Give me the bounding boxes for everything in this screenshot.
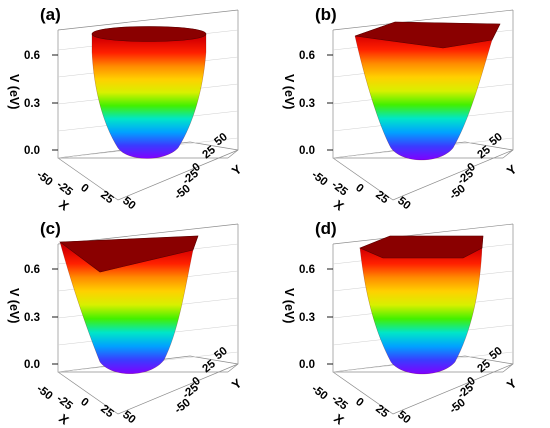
y-axis-title: Y xyxy=(229,376,245,393)
x-tick-label: -25 xyxy=(54,179,75,199)
z-tick-label: 0.3 xyxy=(24,98,40,110)
plot-box xyxy=(332,223,514,415)
surface-rim xyxy=(91,26,207,42)
y-axis-title: Y xyxy=(504,376,520,393)
y-tick-label: 50 xyxy=(487,345,504,362)
surface-rim xyxy=(354,21,501,49)
x-tick-label: 25 xyxy=(373,189,391,207)
floor-front xyxy=(332,149,514,201)
z-tick-label: 0.3 xyxy=(24,312,40,324)
floor-front xyxy=(332,363,514,415)
surface-rim xyxy=(59,235,199,273)
x-tick-label: -25 xyxy=(329,179,350,199)
chart-panel: (b)0.00.30.6V (eV)-50-25 025 50X-50-250255… xyxy=(282,5,520,214)
z-tick-label: 0.6 xyxy=(24,264,40,276)
x-axis-title: X xyxy=(331,411,347,428)
x-tick-label: 50 xyxy=(120,409,137,426)
z-tick-label: 0.0 xyxy=(24,145,40,157)
back-wall-top xyxy=(332,223,514,245)
x-tick-label: 0 xyxy=(353,396,365,409)
chart-panel: (d)0.00.30.6V (eV)-50-25 025 50X-50-250255… xyxy=(282,219,520,428)
x-tick-label: -50 xyxy=(309,169,329,189)
y-tick-label: 50 xyxy=(212,131,229,148)
back-wall-top xyxy=(332,9,514,31)
x-tick-label: -50 xyxy=(309,383,329,403)
x-tick-label: -50 xyxy=(34,383,54,403)
z-tick-label: 0.6 xyxy=(24,50,40,62)
x-tick-label: 25 xyxy=(98,403,116,421)
z-tick-label: 0.0 xyxy=(24,359,40,371)
y-axis-title: Y xyxy=(229,162,245,179)
panel-label: (b) xyxy=(315,5,337,24)
z-tick-label: 0.6 xyxy=(299,264,315,276)
x-tick-label: 0 xyxy=(78,396,90,409)
x-tick-label: 50 xyxy=(395,195,412,212)
z-axis-title: V (eV) xyxy=(7,74,21,109)
x-tick-label: 50 xyxy=(120,195,137,212)
x-axis-title: X xyxy=(56,197,72,214)
x-tick-label: 0 xyxy=(353,182,365,195)
z-axis-title: V (eV) xyxy=(282,288,296,323)
z-axis-title: V (eV) xyxy=(282,74,296,109)
potential-surface xyxy=(92,26,206,159)
panel-label: (a) xyxy=(40,5,61,24)
y-tick-label: 50 xyxy=(212,345,229,362)
x-axis-title: X xyxy=(56,411,72,428)
chart-panel: (a)0.00.30.6V (eV)-50-25 025 50X-50-250255… xyxy=(7,5,245,214)
panel-label: (c) xyxy=(40,219,61,238)
potential-surface xyxy=(60,236,198,374)
z-tick-label: 0.0 xyxy=(299,359,315,371)
x-tick-label: 25 xyxy=(373,403,391,421)
z-tick-label: 0.6 xyxy=(299,50,315,62)
floor-front xyxy=(57,149,239,201)
x-axis-title: X xyxy=(331,197,347,214)
floor-back xyxy=(332,355,514,373)
chart-panel: (c)0.00.30.6V (eV)-50-25 025 50X-50-250255… xyxy=(7,219,245,428)
x-tick-label: 50 xyxy=(395,409,412,426)
z-axis-title: V (eV) xyxy=(7,288,21,323)
x-tick-label: -25 xyxy=(54,393,75,413)
floor-back xyxy=(332,141,514,159)
floor-back xyxy=(57,141,239,159)
x-tick-label: -25 xyxy=(329,393,350,413)
x-tick-label: -50 xyxy=(34,169,54,189)
back-wall-top xyxy=(57,9,239,31)
surface-edge xyxy=(354,21,501,161)
surface-edge xyxy=(59,235,199,374)
surface-rim xyxy=(359,235,484,259)
y-axis-title: Y xyxy=(504,162,520,179)
panel-label: (d) xyxy=(315,219,337,238)
z-tick-label: 0.0 xyxy=(299,145,315,157)
z-tick-label: 0.3 xyxy=(299,312,315,324)
potential-surface xyxy=(360,236,483,374)
z-tick-label: 0.3 xyxy=(299,98,315,110)
floor-back xyxy=(57,355,239,373)
floor-front xyxy=(57,363,239,415)
surface-edge xyxy=(359,235,484,375)
y-tick-label: 50 xyxy=(487,131,504,148)
x-tick-label: 0 xyxy=(78,182,90,195)
x-tick-label: 25 xyxy=(98,189,116,207)
